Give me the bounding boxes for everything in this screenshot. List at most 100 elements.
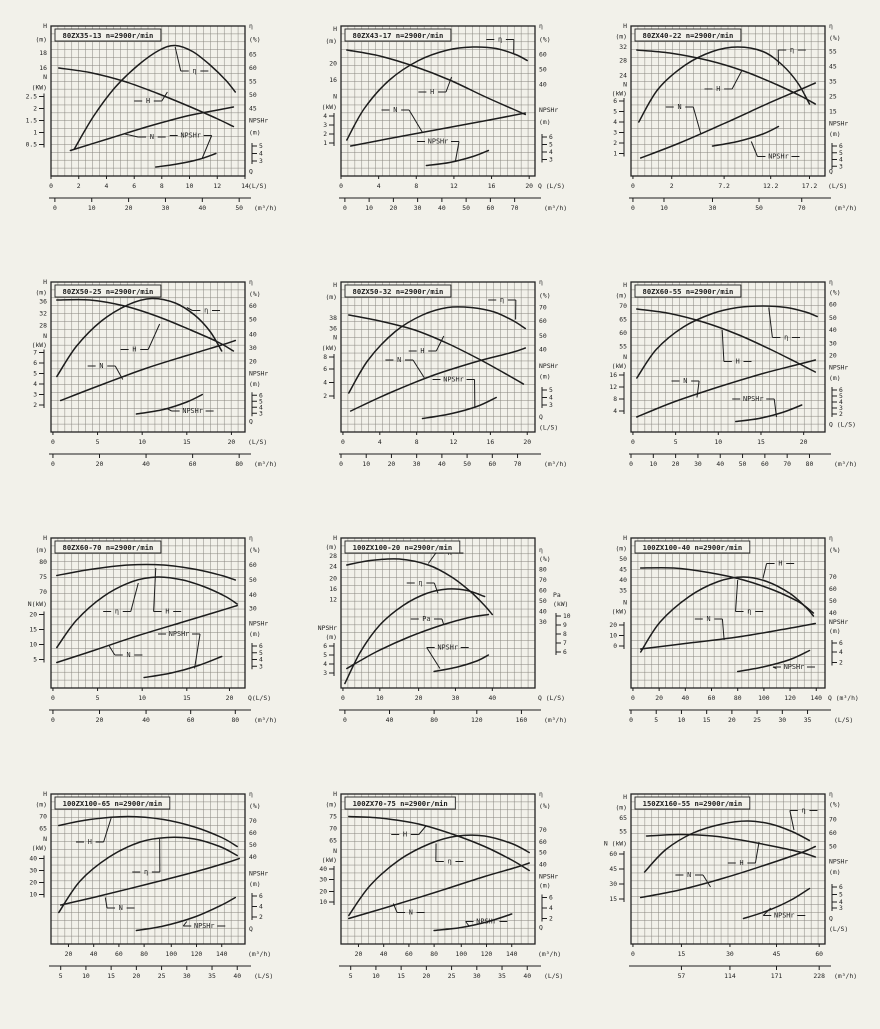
axis-bracket	[555, 613, 561, 655]
left-axis-label: H	[623, 22, 627, 30]
left-axis-label: N	[623, 81, 627, 89]
right-axis-label: 55	[829, 48, 837, 56]
right-bracket-tick: 6	[839, 387, 843, 394]
q-primary-unit: (L/S)	[248, 438, 267, 446]
curve-label-η: η	[802, 807, 806, 815]
curve-label-marks	[76, 817, 112, 843]
left-bracket-tick: 7	[33, 350, 37, 357]
curve-η	[58, 836, 238, 914]
q-secondary-tick: 35	[804, 716, 812, 724]
right-axis-label: Pa	[553, 591, 561, 599]
curve-label-marks	[772, 666, 815, 669]
chart-title: 100ZX100-20 n=2900r/min	[353, 543, 453, 552]
curve-label-N: N	[683, 377, 687, 385]
q-secondary-tick: 0	[629, 460, 633, 468]
left-bracket-tick: 30	[319, 877, 327, 884]
left-axis-label: (kW)	[612, 90, 627, 98]
q-secondary-tick: 20	[388, 460, 396, 468]
q-secondary-tick: 0	[343, 204, 347, 212]
q-secondary-tick: 10	[365, 204, 373, 212]
left-axis-label: (m)	[325, 633, 337, 641]
chart-title-box	[54, 28, 162, 42]
pump-chart-80ZX60-70: η H N NPSHr 80ZX60-70 n=2900r/min H (m) 80 75 70 N…	[15, 528, 295, 766]
chart-title: 80ZX60-70 n=2900r/min	[63, 543, 154, 552]
right-bracket-tick: 3	[549, 402, 553, 409]
q-primary-unit: Q(L/S)	[248, 694, 271, 702]
left-axis-label: (m)	[325, 293, 337, 301]
q-secondary-tick: 20	[96, 460, 104, 468]
left-axis-label: 60	[619, 329, 627, 337]
q-secondary-tick: 40	[233, 972, 241, 980]
right-bracket-tick: 6	[549, 895, 553, 902]
q-secondary-tick: 60	[488, 460, 496, 468]
left-bracket-tick: 20	[29, 612, 37, 619]
right-axis-label: NPSHr	[829, 618, 848, 626]
left-axis-label: (kW)	[32, 844, 47, 852]
left-axis-label: N	[43, 73, 47, 81]
right-axis-label: (%)	[249, 802, 261, 810]
q-primary-tick: 7.2	[718, 182, 730, 190]
curve-label-H: H	[146, 97, 150, 105]
q-secondary-tick: 0	[629, 716, 633, 724]
curve-label-N: N	[397, 356, 401, 364]
bottom-axis-ticks	[60, 944, 238, 970]
q-secondary-tick: 40	[716, 460, 724, 468]
q-primary-tick: 80	[734, 694, 742, 702]
right-axis-label: 60	[539, 838, 547, 846]
right-axis-label: NPSHr	[249, 870, 268, 878]
left-bracket-tick: 4	[613, 408, 617, 415]
left-bracket-tick: 5	[323, 652, 327, 659]
right-axis-label: NPSHr	[249, 620, 268, 628]
left-axis-label: 20	[329, 575, 337, 583]
q-secondary-tick: 10	[82, 972, 90, 980]
right-axis-label: (%)	[249, 290, 261, 298]
q-primary-tick: 100	[456, 950, 468, 958]
curve-label-marks	[167, 408, 214, 412]
curve-label-η: η	[500, 296, 504, 304]
right-axis-label: (m)	[249, 630, 261, 638]
right-axis-label: (%)	[539, 555, 551, 563]
bottom-axis-ticks	[52, 432, 240, 458]
right-bracket-tick: 3	[259, 410, 263, 417]
curve-H	[348, 815, 530, 872]
curve-label-marks	[169, 135, 213, 159]
curve-label-NPSHr: NPSHr	[437, 644, 457, 652]
q-primary-unit: (m³/h)	[248, 950, 271, 958]
right-axis-label: 60	[539, 317, 547, 325]
left-bracket-tick: 2	[323, 131, 327, 138]
q-secondary-tick: 60	[189, 460, 197, 468]
right-axis-label: (%)	[249, 546, 261, 554]
q-secondary-tick: 50	[739, 460, 747, 468]
q-secondary-tick: 70	[511, 204, 519, 212]
right-bracket-tick: 4	[549, 395, 553, 402]
left-axis-label: N(kW)	[28, 600, 47, 608]
left-axis-label: 38	[329, 314, 337, 322]
right-axis-label: η	[829, 790, 833, 798]
plot-border	[50, 25, 246, 177]
left-axis-label: (m)	[615, 804, 627, 812]
right-axis-label: 65	[249, 51, 257, 59]
q-secondary-tick: 50	[463, 460, 471, 468]
left-axis-label: H	[43, 22, 47, 30]
curve-label-marks	[488, 299, 517, 320]
left-axis-label: (m)	[325, 801, 337, 809]
right-axis-label: (m)	[539, 118, 551, 126]
curve-label-marks	[132, 838, 161, 873]
curve-NPSHr	[143, 655, 223, 679]
left-axis-label: (kW)	[612, 362, 627, 370]
right-bracket-tick: 5	[839, 393, 843, 400]
q-primary-tick: 15	[757, 438, 765, 446]
curve-label-marks	[665, 106, 702, 135]
q-primary-tick: 80	[140, 950, 148, 958]
right-axis-label: 60	[829, 301, 837, 309]
left-axis-label: 55	[619, 828, 627, 836]
curve-label-marks	[704, 70, 743, 90]
pump-chart-150ZX160-55: η H N NPSHr 150ZX160-55 n=2900r/min H (m) 65 55 N…	[595, 784, 875, 1022]
right-axis-label: 40	[829, 609, 837, 617]
right-bracket-tick: 5	[839, 892, 843, 899]
left-axis-label: 75	[39, 573, 47, 581]
chart-title-box	[634, 28, 742, 42]
q-primary-tick: 0	[51, 694, 55, 702]
